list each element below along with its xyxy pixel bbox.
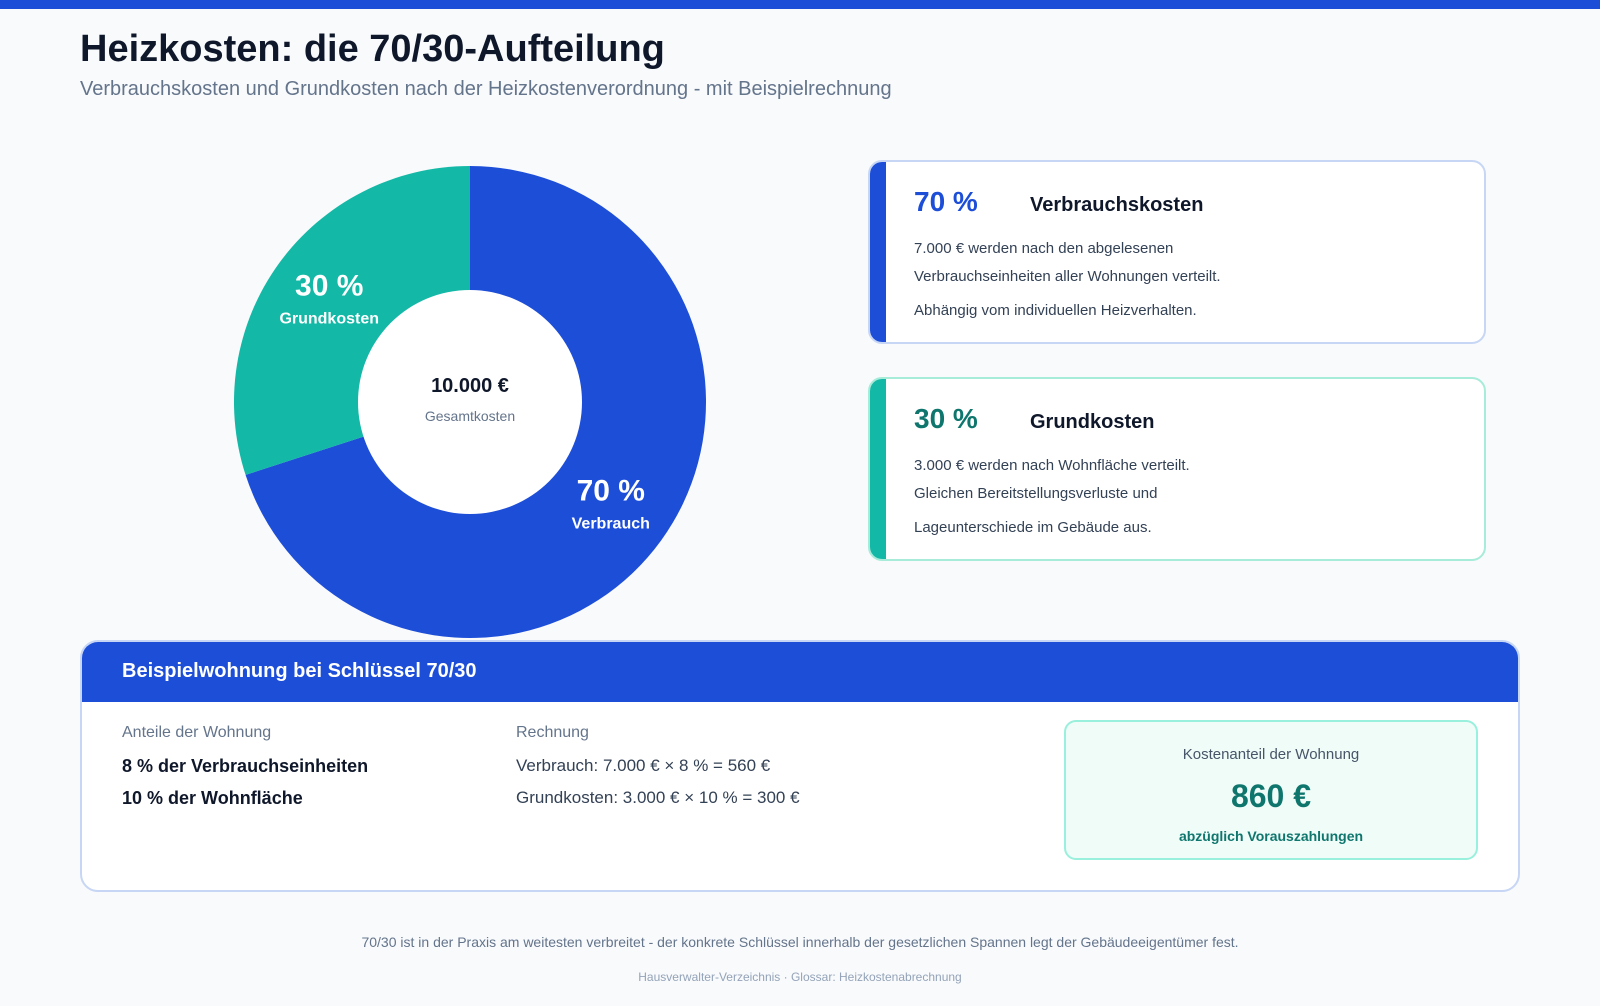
top-accent-bar	[0, 0, 1600, 9]
card-verbrauchskosten: 70 % Verbrauchskosten 7.000 € werden nac…	[868, 160, 1486, 344]
slice-value-label: 70 %	[577, 474, 645, 507]
calc-line: Grundkosten: 3.000 € × 10 % = 300 €	[516, 788, 800, 807]
center-value: 10.000 €	[431, 375, 509, 397]
slice-value-label: 30 %	[295, 270, 363, 303]
card-grundkosten: 30 % Grundkosten 3.000 € werden nach Woh…	[868, 377, 1486, 561]
page-title: Heizkosten: die 70/30-Aufteilung	[80, 28, 665, 70]
example-header: Beispielwohnung bei Schlüssel 70/30	[82, 642, 1518, 702]
calc-label: Rechnung	[516, 724, 589, 741]
card-text-line: 3.000 € werden nach Wohnfläche verteilt.	[914, 457, 1190, 474]
center-label: Gesamtkosten	[425, 408, 515, 424]
card-accent-bar	[870, 379, 886, 559]
card-text-line: Verbrauchseinheiten aller Wohnungen vert…	[914, 268, 1221, 285]
share-line: 10 % der Wohnfläche	[122, 788, 303, 808]
card-text-line: Abhängig vom individuellen Heizverhalten…	[914, 302, 1197, 319]
share-line: 8 % der Verbrauchseinheiten	[122, 756, 369, 776]
footnote: 70/30 ist in der Praxis am weitesten ver…	[361, 934, 1239, 950]
example-panel: Beispielwohnung bei Schlüssel 70/30 Ante…	[80, 640, 1520, 892]
card-heading: Grundkosten	[1030, 411, 1155, 433]
donut-hole	[358, 290, 582, 514]
example-title: Beispielwohnung bei Schlüssel 70/30	[122, 660, 477, 682]
card-percent: 70 %	[914, 186, 978, 217]
calc-line: Verbrauch: 7.000 € × 8 % = 560 €	[516, 756, 771, 775]
card-text-line: 7.000 € werden nach den abgelesenen	[914, 240, 1174, 257]
shares-label: Anteile der Wohnung	[122, 724, 272, 741]
card-text-line: Gleichen Bereitstellungsverluste und	[914, 485, 1158, 502]
slice-labels: 70 % Verbrauch 30 % Grundkosten	[279, 270, 649, 533]
card-percent: 30 %	[914, 403, 978, 434]
card-heading: Verbrauchskosten	[1030, 194, 1204, 216]
card-accent-bar	[870, 162, 886, 342]
result-value: 860 €	[1230, 778, 1312, 814]
page-subtitle: Verbrauchskosten und Grundkosten nach de…	[80, 78, 892, 100]
source-line: Hausverwalter-Verzeichnis · Glossar: Hei…	[638, 970, 962, 984]
card-text-line: Lageunterschiede im Gebäude aus.	[914, 519, 1152, 536]
result-box: Kostenanteil der Wohnung 860 € abzüglich…	[1064, 720, 1478, 860]
result-note: abzüglich Vorauszahlungen	[1178, 828, 1364, 844]
slice-category-label: Verbrauch	[572, 515, 650, 532]
result-label: Kostenanteil der Wohnung	[1182, 746, 1360, 763]
donut-chart: 10.000 € Gesamtkosten 70 % Verbrauch 30 % G…	[233, 166, 706, 638]
slice-category-label: Grundkosten	[279, 311, 379, 328]
